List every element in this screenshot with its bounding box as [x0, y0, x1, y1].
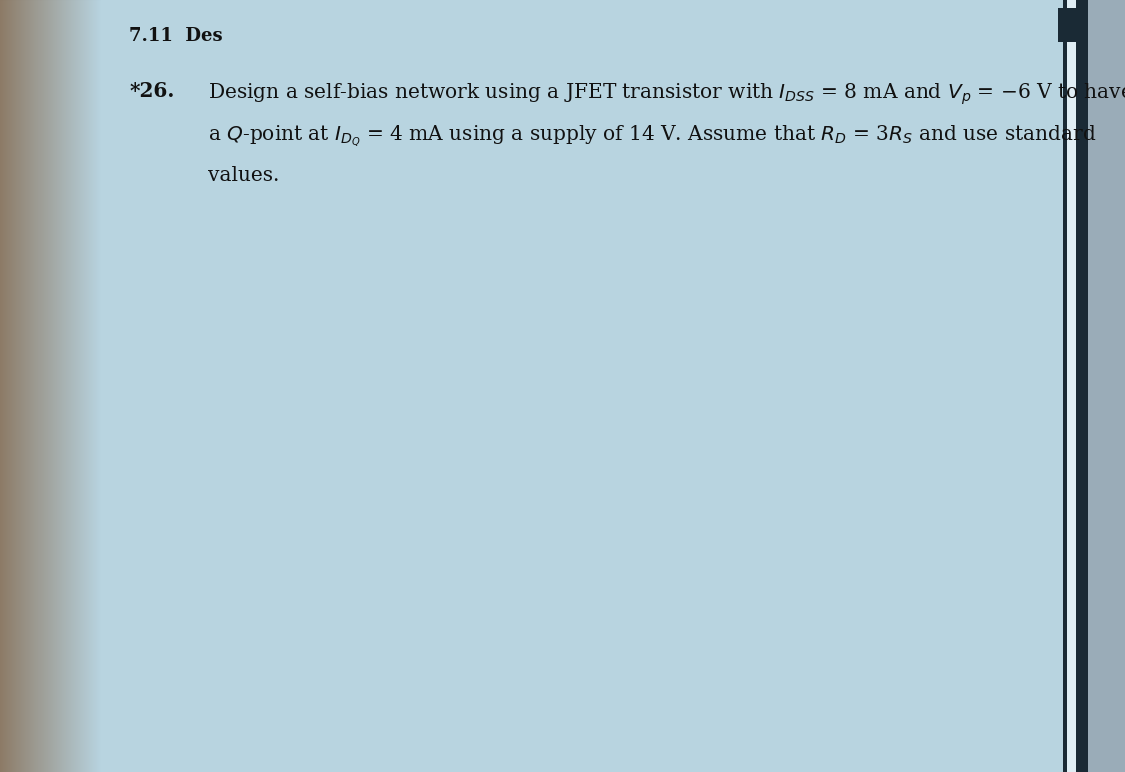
Text: values.: values. [208, 166, 279, 185]
Text: 7.11  Des: 7.11 Des [129, 27, 223, 45]
FancyBboxPatch shape [1079, 0, 1086, 772]
FancyBboxPatch shape [101, 0, 1074, 772]
Text: *26.: *26. [129, 81, 174, 101]
Text: Design a self-bias network using a JFET transistor with $I_{DSS}$ = 8 mA and $V_: Design a self-bias network using a JFET … [208, 81, 1125, 107]
Text: a $Q$-point at $I_{D_Q}$ = 4 mA using a supply of 14 V. Assume that $R_D$ = 3$R_: a $Q$-point at $I_{D_Q}$ = 4 mA using a … [208, 124, 1097, 149]
FancyBboxPatch shape [1088, 0, 1125, 772]
FancyBboxPatch shape [1058, 8, 1082, 42]
FancyBboxPatch shape [1063, 0, 1091, 772]
FancyBboxPatch shape [1066, 0, 1076, 772]
